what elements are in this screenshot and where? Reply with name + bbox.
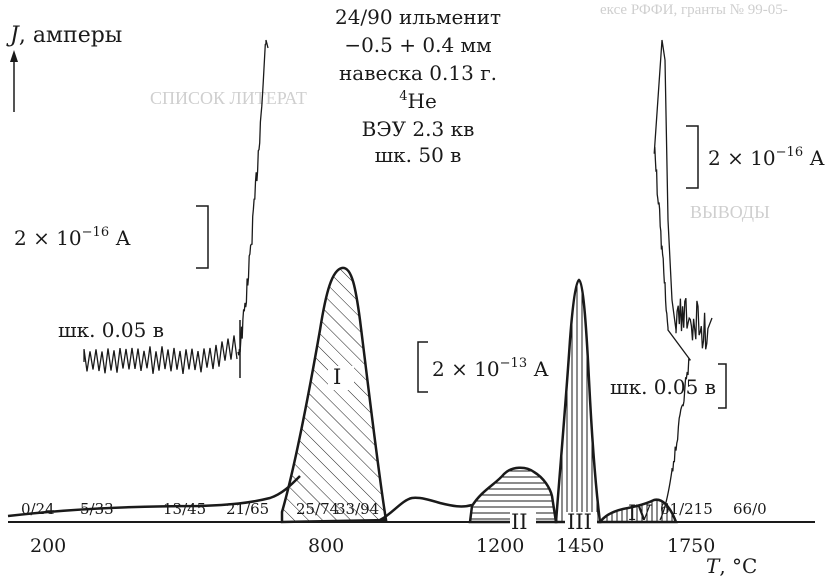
x-axis-title: T, °C: [706, 554, 757, 577]
bleed-text-top: ексе РФФИ, гранты № 99-05-: [600, 2, 788, 18]
isotope-symbol: He: [408, 89, 437, 113]
peak-2-area: [468, 466, 558, 524]
ratio-label: 66/0: [733, 500, 767, 518]
x-axis-unit: , °C: [719, 554, 757, 577]
peak-3-area: [554, 278, 602, 524]
x-tick-label: 200: [30, 535, 66, 557]
ratio-label: 61/215: [660, 500, 713, 518]
scale-bracket-right: [686, 125, 699, 189]
y-axis-title: J, амперы: [6, 23, 122, 48]
scale-bar-right: 2 × 10−16 А: [686, 125, 825, 189]
scale-label-left-unit: А: [109, 226, 131, 250]
y-axis-arrowhead: [10, 50, 18, 62]
series-trace-noise-left: [83, 335, 238, 374]
peak-2-label: II: [511, 510, 528, 534]
ratio-label: 33/94: [336, 500, 379, 518]
scale-bar-middle: 2 × 10−13 А: [417, 341, 551, 393]
isotope-mass-number: 4: [399, 89, 407, 104]
x-tick-labels: 200 800 1200 1450 1750: [30, 535, 715, 557]
peak-labels: I II III IV: [328, 365, 652, 534]
scale-label-middle-value: 2 × 10: [432, 357, 500, 381]
scale-bracket-left: [196, 205, 209, 269]
header-line-isotope: 4He: [399, 89, 437, 113]
bleed-text-conclusions: ВЫВОДЫ: [690, 202, 770, 222]
header-line-voltage: ВЭУ 2.3 кв: [362, 117, 475, 141]
peak-2-label-bg: [510, 512, 536, 534]
scale-label-right-exp: −16: [776, 145, 803, 160]
sensitivity-right-bracket: [718, 363, 727, 409]
sensitivity-left-label: шк. 0.05 в: [58, 318, 164, 342]
scale-label-left: 2 × 10−16 А: [14, 225, 131, 250]
header-line-sample: 24/90 ильменит: [335, 5, 501, 29]
sensitivity-right: шк. 0.05 в: [610, 363, 727, 409]
peak-3-label: III: [567, 510, 592, 534]
scale-bar-left: 2 × 10−16 А: [14, 205, 209, 269]
scale-label-middle-unit: А: [527, 357, 549, 381]
x-tick-label: 1200: [476, 535, 524, 557]
x-tick-label: 800: [308, 535, 344, 557]
ratio-label: 5/33: [80, 500, 114, 518]
ratio-labels: 0/24 5/33 13/45 21/65 25/74 33/94 61/215…: [21, 500, 767, 518]
scale-bracket-middle: [417, 341, 428, 393]
peak-4-area: [597, 498, 678, 524]
sample-header: 24/90 ильменит −0.5 + 0.4 мм навеска 0.1…: [335, 5, 501, 167]
bleed-text-references: СПИСОК ЛИТЕРАТ: [150, 88, 307, 108]
x-tick-label: 1750: [667, 535, 715, 557]
scale-label-right-unit: А: [803, 146, 825, 170]
peak-3-label-bg: [565, 512, 597, 534]
peak-1-area: [280, 266, 388, 524]
series-main-curve: [7, 475, 473, 522]
sensitivity-left: шк. 0.05 в: [58, 318, 241, 378]
y-axis-unit: , амперы: [19, 23, 123, 48]
scale-label-middle-bg: [429, 356, 551, 382]
scale-label-left-exp: −16: [82, 225, 109, 240]
sensitivity-right-label: шк. 0.05 в: [610, 375, 716, 399]
peak-1-label: I: [333, 365, 341, 389]
series-trace-right: [653, 39, 713, 521]
y-axis-symbol: J: [6, 23, 20, 48]
scale-label-left-value: 2 × 10: [14, 226, 82, 250]
header-line-fraction: −0.5 + 0.4 мм: [344, 33, 491, 57]
scale-label-right: 2 × 10−16 А: [708, 145, 825, 170]
scale-label-right-value: 2 × 10: [708, 146, 776, 170]
header-line-scale: шк. 50 в: [375, 143, 462, 167]
ratio-label: 0/24: [21, 500, 55, 518]
peak-4-label: IV: [628, 501, 652, 525]
x-axis-symbol: T: [706, 554, 721, 577]
series-trace-rise-left: [237, 39, 269, 356]
ratio-label: 25/74: [296, 500, 339, 518]
x-tick-label: 1450: [556, 535, 604, 557]
scale-label-middle: 2 × 10−13 А: [432, 356, 549, 381]
scale-label-middle-exp: −13: [500, 356, 527, 371]
peak-1-label-bg: [328, 366, 354, 390]
ratio-label: 13/45: [163, 500, 206, 518]
header-line-mass: навеска 0.13 г.: [339, 61, 497, 85]
ratio-label: 21/65: [226, 500, 269, 518]
